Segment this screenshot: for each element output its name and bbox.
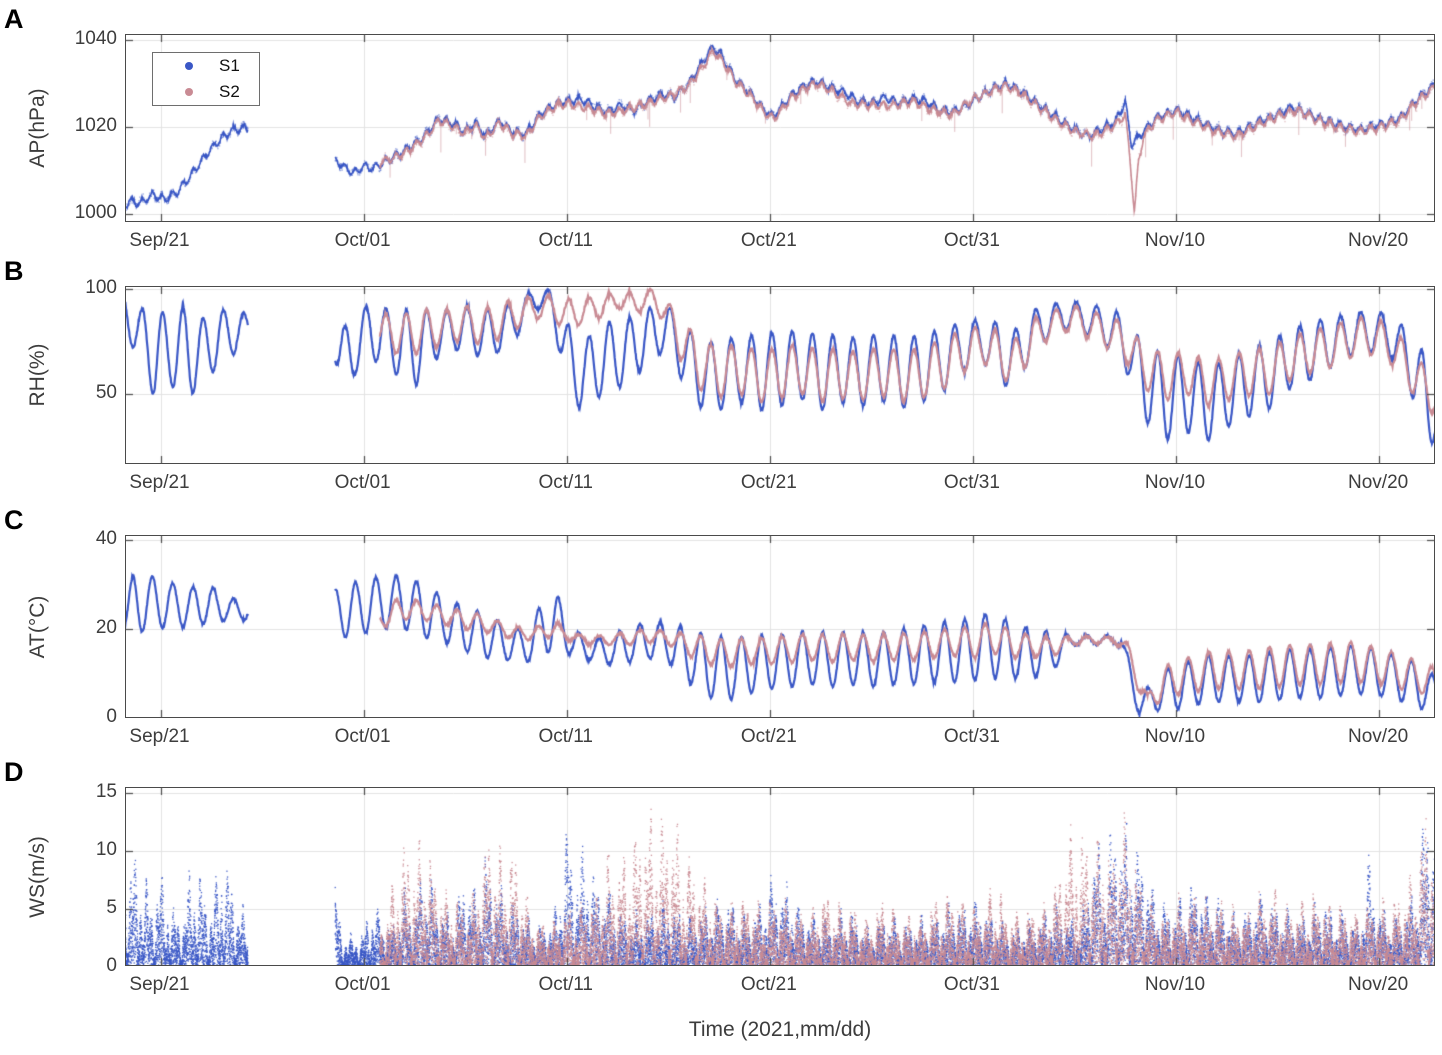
x-tick-label: Oct/21 <box>740 974 797 995</box>
y-tick-label: 5 <box>106 897 117 919</box>
y-tick-label: 10 <box>95 839 117 861</box>
x-tick-label: Nov/20 <box>1348 726 1409 747</box>
y-tick-label: 1000 <box>74 202 117 224</box>
legend-item-s2: S2 <box>153 79 259 105</box>
s1-marker-icon <box>185 62 193 70</box>
x-tick-label: Oct/11 <box>538 230 593 251</box>
x-tick-label: Oct/01 <box>334 230 391 251</box>
panel-letter-d: D <box>4 757 24 787</box>
x-tick-label: Nov/20 <box>1348 472 1409 493</box>
panel-d-plot <box>125 787 1435 966</box>
y-tick-label: 50 <box>95 381 117 403</box>
x-tick-label: Oct/01 <box>334 472 391 493</box>
y-tick-label: 0 <box>106 705 117 727</box>
x-tick-label: Nov/10 <box>1144 472 1206 493</box>
y-tick-label: 1020 <box>74 115 117 137</box>
y-tick-label: 0 <box>106 955 117 976</box>
x-tick-label: Nov/20 <box>1348 230 1409 251</box>
x-tick-label: Nov/20 <box>1348 974 1409 995</box>
x-tick-label: Oct/11 <box>538 472 593 493</box>
panel-letter-b: B <box>4 256 24 286</box>
panel-d-canvas <box>126 788 1434 965</box>
panel-letter-c: C <box>4 505 24 535</box>
panel-c-plot <box>125 535 1435 718</box>
s2-marker-icon <box>185 88 193 96</box>
y-tick-label: 100 <box>85 277 117 299</box>
panel-letter-a: A <box>4 4 24 34</box>
x-tick-label: Oct/31 <box>943 726 1000 747</box>
legend-box: S1 S2 <box>152 52 260 106</box>
panel-b-canvas <box>126 287 1434 463</box>
x-tick-label: Sep/21 <box>129 472 190 493</box>
legend-label-s2: S2 <box>219 82 240 101</box>
x-tick-label: Sep/21 <box>129 726 190 747</box>
x-tick-label: Sep/21 <box>129 230 190 251</box>
y-tick-label: 40 <box>95 528 117 550</box>
x-tick-label: Oct/21 <box>740 230 797 251</box>
x-tick-label: Nov/10 <box>1144 726 1206 747</box>
x-tick-label: Nov/10 <box>1144 230 1206 251</box>
legend-item-s1: S1 <box>153 53 259 79</box>
panel-b-plot <box>125 286 1435 464</box>
x-tick-label: Oct/31 <box>943 230 1000 251</box>
x-tick-label: Oct/11 <box>538 974 593 995</box>
y-tick-label: 20 <box>95 617 117 639</box>
x-tick-label: Oct/11 <box>538 726 593 747</box>
x-tick-label: Oct/31 <box>943 974 1000 995</box>
x-tick-label: Oct/01 <box>334 726 391 747</box>
x-tick-label: Sep/21 <box>129 974 190 995</box>
x-tick-label: Nov/10 <box>1144 974 1206 995</box>
x-tick-label: Oct/21 <box>740 472 797 493</box>
x-tick-label: Oct/31 <box>943 472 1000 493</box>
y-tick-label: 1040 <box>74 28 117 50</box>
panel-a-canvas <box>126 35 1434 221</box>
x-axis-title: Time (2021,mm/dd) <box>688 1018 872 1041</box>
y-tick-label: 15 <box>95 781 117 803</box>
x-tick-label: Oct/21 <box>740 726 797 747</box>
x-tick-label: Oct/01 <box>334 974 391 995</box>
panel-c-canvas <box>126 536 1434 717</box>
legend-label-s1: S1 <box>219 56 240 75</box>
panel-a-plot <box>125 34 1435 222</box>
